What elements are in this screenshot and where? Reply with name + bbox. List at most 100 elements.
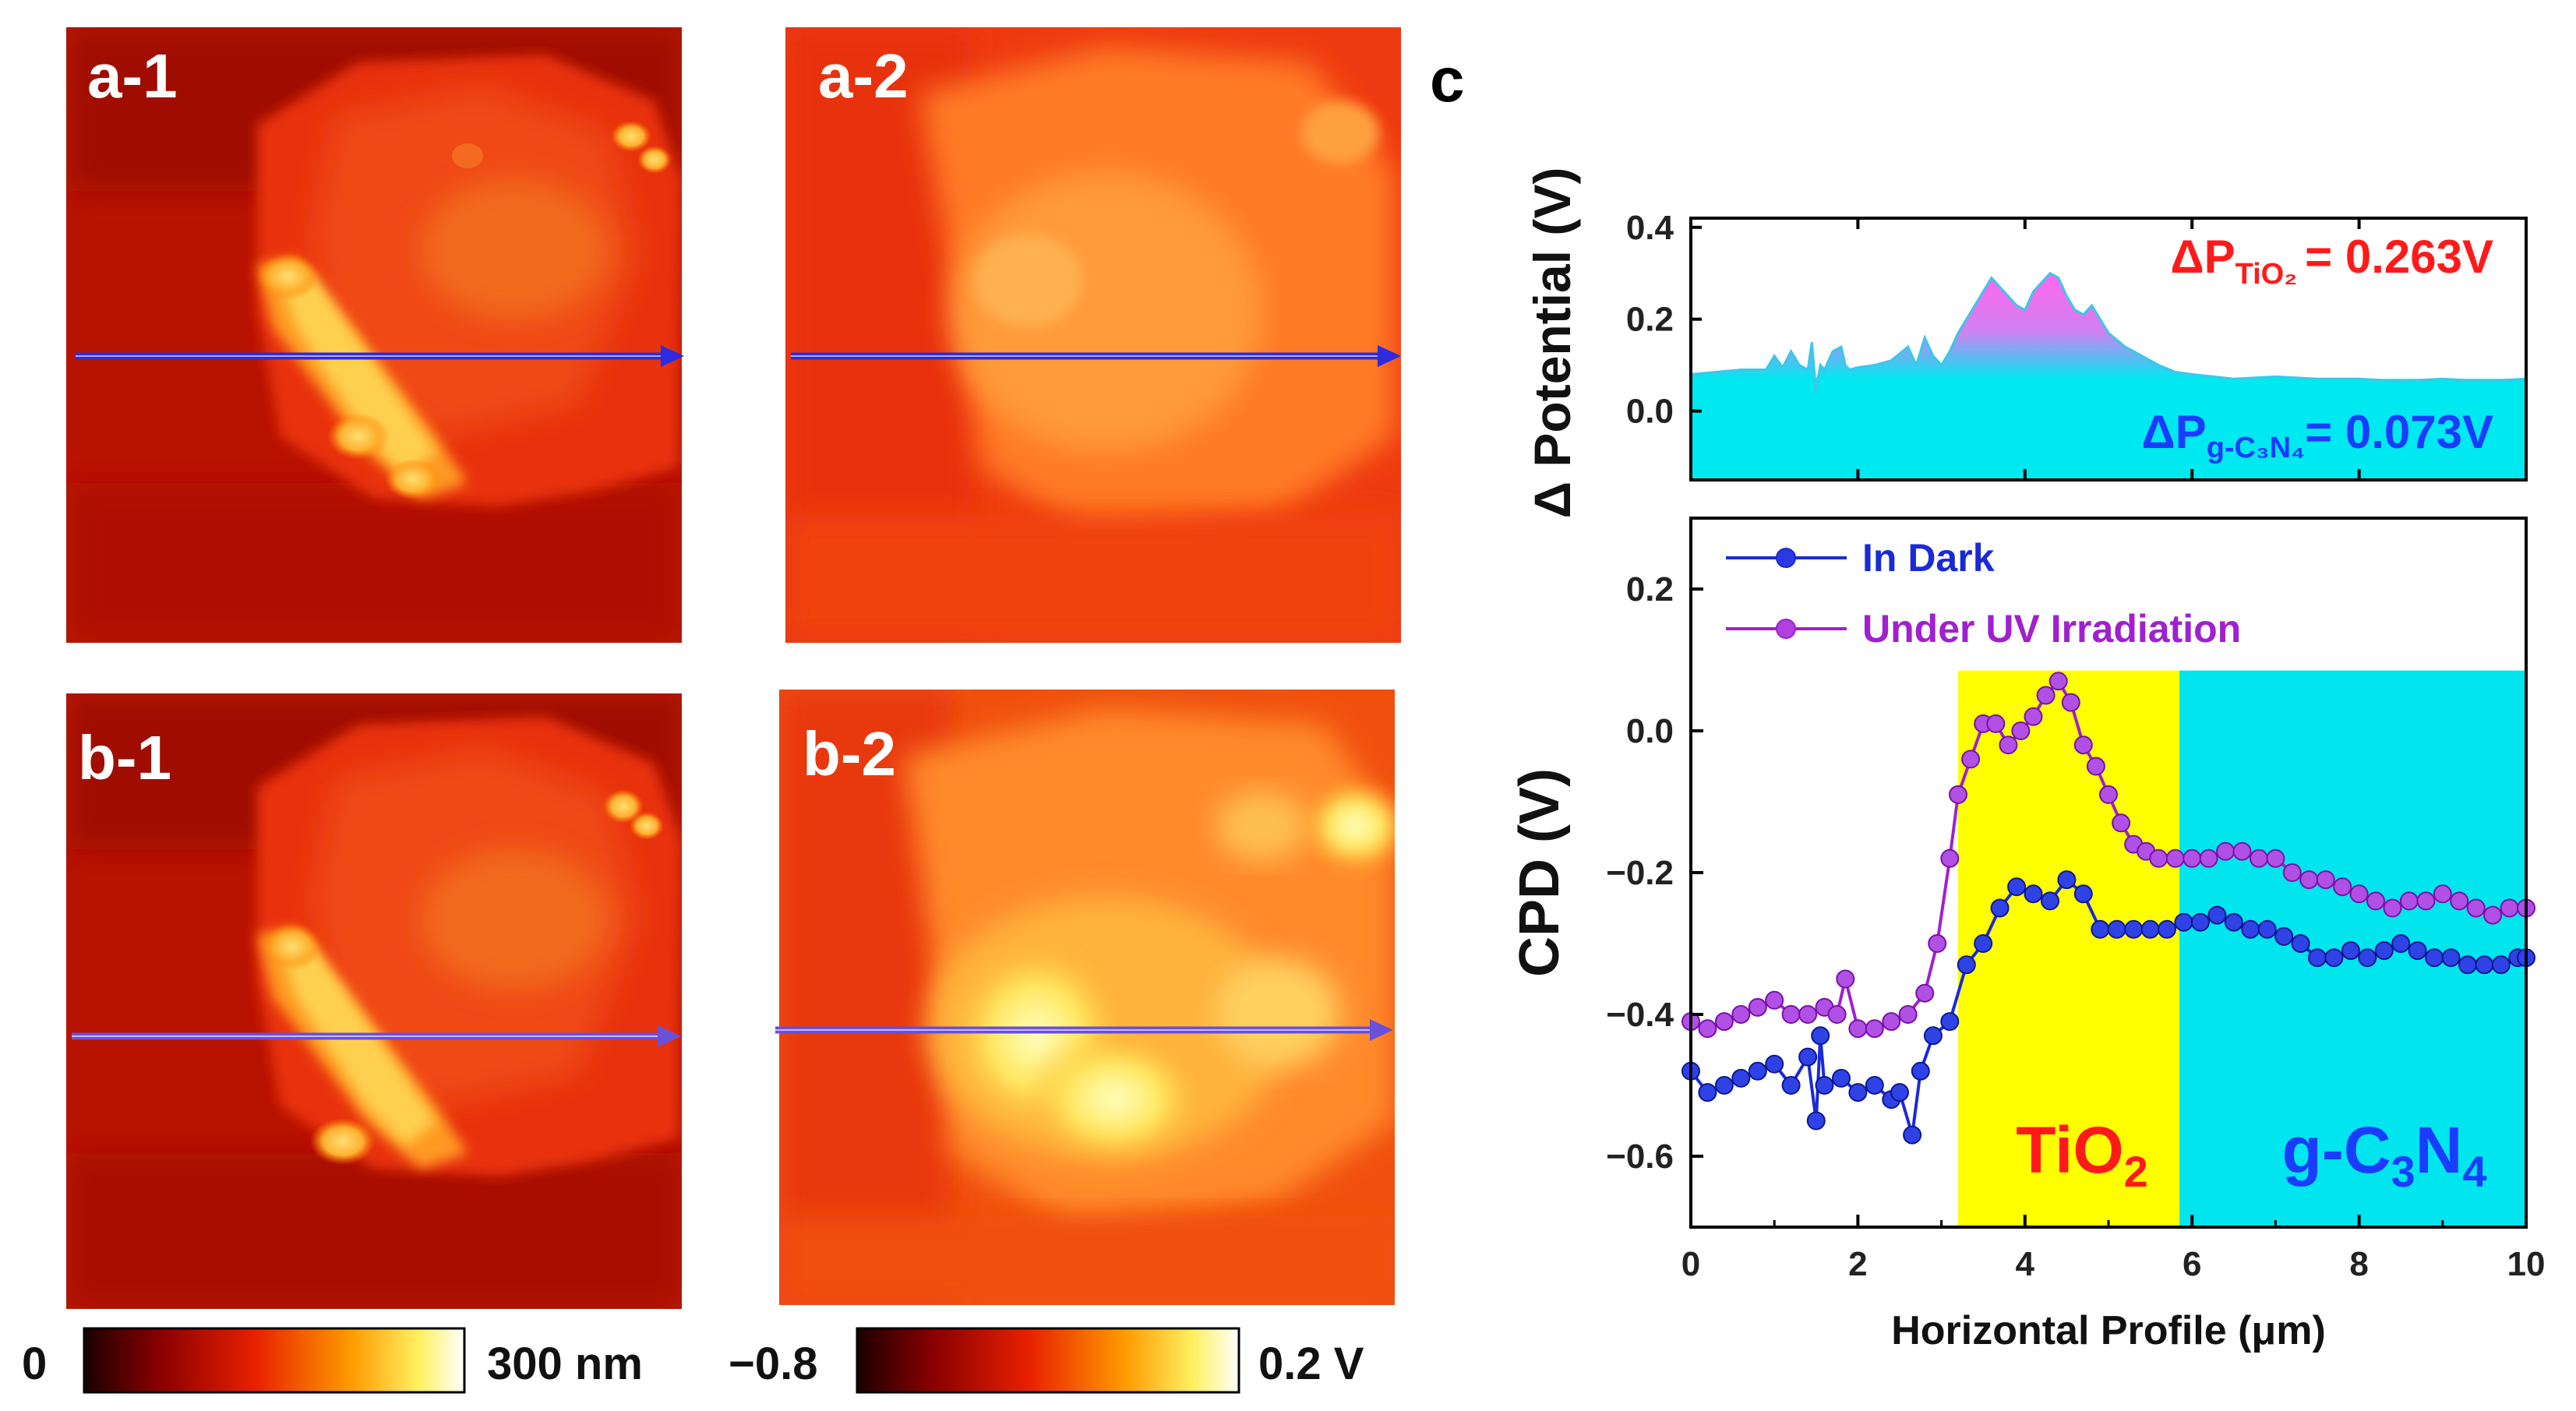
- cpd-point-uv: [1999, 735, 2018, 755]
- dp-ytick-label: 0.4: [1626, 209, 1674, 247]
- panel-label-a1: a-1: [87, 41, 178, 111]
- cpd-point-dark: [2041, 891, 2059, 911]
- cpd-point-uv: [1848, 1019, 1868, 1039]
- dp-annotation-gcn: ΔPg-C₃N₄= 0.073V: [2142, 406, 2493, 464]
- cpd-point-dark: [2324, 948, 2344, 968]
- dp-baseline-band: [1691, 379, 2526, 480]
- cpd-xtick-label: 0: [1681, 1245, 1700, 1283]
- cpd-point-dark: [1798, 1047, 1818, 1067]
- profile-arrowhead-a2: [1378, 345, 1401, 367]
- cpd-point-dark: [2391, 934, 2411, 953]
- cpd-point-uv: [2282, 863, 2302, 882]
- cpd-point-dark: [2158, 919, 2176, 939]
- cpd-point-dark: [1911, 1061, 1930, 1081]
- map-a2-potential: [785, 27, 1401, 643]
- cpd-point-dark: [2475, 955, 2494, 975]
- cpd-point-uv: [2349, 884, 2369, 904]
- cpd-point-uv: [2416, 891, 2436, 911]
- cpd-point-uv: [1698, 1019, 1717, 1039]
- dp-annotation-tio2: ΔPTiO₂ = 0.263V: [2170, 231, 2493, 291]
- dp-line: [1690, 271, 2527, 393]
- panel-label-b2: b-2: [803, 719, 896, 788]
- delta-potential-chart: 0.4 0.2 0.0 Δ Potential (V) ΔPTiO₂ = 0.263V…: [1523, 168, 2528, 518]
- cpd-point-uv: [2216, 841, 2235, 861]
- cpd-point-uv: [2266, 848, 2285, 868]
- dp-ytick-label: 0.0: [1626, 393, 1674, 431]
- cpd-point-uv: [2165, 848, 2185, 868]
- cpd-ytick-label: −0.6: [1606, 1138, 1674, 1176]
- cpd-point-dark: [2140, 919, 2160, 939]
- cpd-point-dark: [1957, 955, 1976, 975]
- cpd-point-uv: [1986, 714, 2006, 733]
- cpd-xtick-label: 2: [1848, 1245, 1867, 1283]
- cpd-ytick-label: 0.2: [1626, 570, 1674, 608]
- cpd-point-uv: [2099, 785, 2118, 804]
- cpd-point-dark: [2358, 948, 2377, 968]
- cpd-point-dark: [1806, 1111, 1826, 1131]
- cpd-point-dark: [1714, 1076, 1734, 1095]
- cpd-xtick-label: 6: [2183, 1245, 2201, 1283]
- cpd-ytick-label: −0.2: [1606, 854, 1674, 892]
- cpd-point-dark: [2207, 905, 2227, 925]
- cpd-point-dark: [1974, 934, 1993, 953]
- legend-label-dark: In Dark: [1862, 536, 1995, 580]
- colorbar-height-min: 0: [22, 1339, 47, 1389]
- cpd-point-uv: [1940, 848, 1960, 868]
- cpd-point-uv: [2366, 891, 2385, 911]
- cpd-point-uv: [2466, 898, 2486, 918]
- cpd-point-uv: [2483, 905, 2503, 925]
- cpd-point-uv: [1949, 785, 1967, 804]
- cpd-point-dark: [2007, 877, 2027, 897]
- cpd-point-dark: [1865, 1076, 1884, 1095]
- cpd-point-dark: [2274, 926, 2294, 946]
- cpd-point-uv: [2383, 898, 2402, 918]
- cpd-xtick-label: 8: [2349, 1245, 2368, 1283]
- cpd-legend: In Dark Under UV Irradiation: [1726, 536, 2241, 651]
- cpd-point-dark: [1698, 1083, 1717, 1102]
- cpd-point-uv: [1765, 990, 1784, 1010]
- legend-label-uv: Under UV Irradiation: [1862, 607, 2241, 651]
- cpd-point-dark: [2057, 870, 2077, 890]
- panel-label-a2: a-2: [818, 41, 909, 111]
- region-label-gcn: g-C3N4: [2282, 1113, 2487, 1196]
- map-b1-height: [66, 693, 682, 1309]
- cpd-point-uv: [1865, 1019, 1884, 1039]
- profile-arrowhead-b2: [1370, 1019, 1393, 1041]
- cpd-point-dark: [2174, 912, 2193, 932]
- cpd-point-uv: [2450, 891, 2469, 911]
- cpd-point-uv: [1748, 997, 1767, 1017]
- cpd-point-uv: [1827, 1005, 1847, 1024]
- map-a1-height: [66, 27, 682, 643]
- dp-peak-area: [1691, 273, 2526, 379]
- dp-ytick-label: 0.2: [1626, 301, 1674, 339]
- cpd-xlabel: Horizontal Profile (μm): [1891, 1308, 2326, 1353]
- cpd-point-dark: [2425, 948, 2444, 968]
- cpd-point-uv: [2500, 898, 2519, 918]
- profile-arrowhead-b1: [658, 1025, 681, 1047]
- cpd-point-dark: [2024, 884, 2043, 904]
- cpd-point-dark: [1903, 1125, 1922, 1145]
- panel-label-b1: b-1: [78, 723, 171, 792]
- legend-marker-uv: [1776, 619, 1796, 639]
- colorbar-potential: −0.8 0.2 V: [729, 1327, 1364, 1394]
- cpd-point-dark: [1815, 1076, 1834, 1095]
- cpd-ylabel: CPD (V): [1509, 768, 1571, 977]
- cpd-point-dark: [2091, 919, 2110, 939]
- colorbar-potential-max: 0.2 V: [1258, 1339, 1364, 1389]
- cpd-point-dark: [1781, 1076, 1801, 1095]
- cpd-point-dark: [2124, 919, 2144, 939]
- cpd-point-dark: [1748, 1061, 1767, 1081]
- cpd-point-uv: [1928, 934, 1947, 953]
- cpd-point-dark: [2257, 919, 2277, 939]
- cpd-xtick-label: 4: [2016, 1245, 2035, 1283]
- cpd-point-dark: [1832, 1068, 1851, 1088]
- cpd-point-dark: [2291, 934, 2310, 953]
- cpd-point-dark: [1848, 1083, 1868, 1102]
- cpd-point-uv: [1898, 1005, 1918, 1024]
- cpd-ytick-label: 0.0: [1626, 712, 1674, 750]
- cpd-point-dark: [1731, 1068, 1751, 1088]
- cpd-point-dark: [2374, 941, 2394, 961]
- cpd-point-uv: [2232, 841, 2252, 861]
- cpd-point-dark: [1990, 898, 2010, 918]
